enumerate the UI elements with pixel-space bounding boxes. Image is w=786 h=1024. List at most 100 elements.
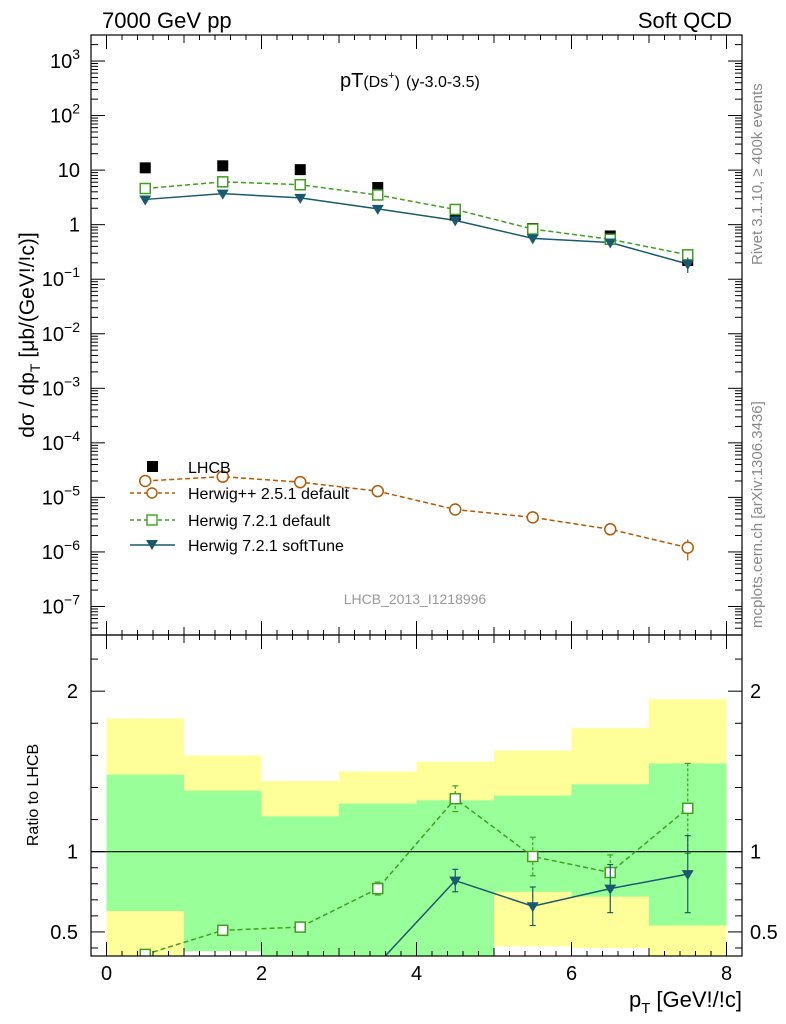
herwig721-point: [217, 176, 229, 188]
herwigpp-point: [449, 503, 462, 516]
ratio-series-clip-group: [139, 762, 694, 986]
ratio-band-inner: [106, 774, 184, 912]
ratio-herwig721-line: [145, 797, 689, 956]
legend-label-lhcb: LHCB: [188, 460, 231, 477]
herwig721-line: [145, 181, 688, 256]
ratio-y-tick-label-left: 2: [67, 681, 78, 703]
herwigpp-point: [216, 470, 229, 483]
legend: LHCB Herwig++ 2.5.1 default Herwig 7.2.1…: [130, 460, 350, 555]
herwig721-point: [139, 182, 151, 195]
legend-marker-herwigpp: [146, 487, 158, 499]
ratio-herwig721-point: [682, 802, 694, 815]
x-tick-label: 4: [411, 963, 422, 985]
herwigpp-point: [604, 523, 617, 536]
softtune-point: [216, 189, 229, 200]
softtune-point: [681, 260, 694, 271]
lhcb-data-point: [217, 160, 229, 172]
ratio-softtune-point: [526, 902, 539, 913]
main-ticks: [91, 34, 742, 636]
ratio-y-tick-label-left: 1: [67, 842, 78, 864]
ratio-band-inner: [184, 790, 262, 952]
ratio-bands: [91, 699, 742, 956]
main-y-tick-label: 10−3: [42, 373, 80, 400]
main-y-tick-label: 10−7: [42, 591, 80, 618]
legend-marker-softtune: [146, 540, 158, 550]
ratio-softtune-point: [372, 960, 384, 970]
legend-label-herwig721: Herwig 7.2.1 default: [188, 513, 331, 530]
main-series: [139, 160, 694, 561]
x-tick-label: 2: [256, 963, 267, 985]
x-tick-label: 0: [101, 963, 112, 985]
legend-label-softtune: Herwig 7.2.1 softTune: [188, 538, 344, 555]
ratio-series: [139, 762, 694, 986]
main-y-axis-label-sub: T: [27, 363, 43, 372]
softtune-point: [526, 234, 539, 245]
legend-marker-herwig721: [146, 514, 158, 526]
ratio-herwig721-point: [527, 850, 539, 863]
analysis-label: LHCB_2013_I1218996: [344, 591, 487, 607]
ratio-herwig721-point: [294, 921, 306, 933]
x-tick-label: 8: [721, 963, 732, 985]
ratio-herwig721-point: [139, 948, 151, 956]
ratio-herwig721-point: [372, 882, 384, 895]
main-y-tick-label: 102: [50, 101, 80, 128]
main-y-axis-label: dσ / dpT [μb/(GeV!/!c)]: [16, 232, 43, 437]
plot-title-pt: pT: [340, 70, 363, 92]
main-y-axis-label-a: dσ / dp: [16, 372, 39, 438]
header-left: 7000 GeV pp: [102, 8, 232, 33]
plot-title: pT(Ds+) (y-3.0-3.5): [340, 70, 480, 92]
ratio-softtune-point: [449, 876, 462, 887]
main-y-tick-label: 10−2: [42, 319, 80, 346]
ratio-herwig721-point: [217, 924, 229, 937]
ratio-ticks: [91, 635, 742, 956]
header-right: Soft QCD: [638, 8, 732, 33]
ratio-herwig721-point: [449, 792, 461, 805]
ratio-softtune-point: [217, 963, 229, 973]
lhcb-data-point: [372, 182, 384, 194]
ratio-softtune-point: [604, 884, 617, 895]
lhcb-data-point: [139, 162, 151, 174]
ratio-band-inner: [339, 803, 417, 956]
herwigpp-line: [145, 475, 688, 549]
herwigpp-point: [139, 474, 152, 488]
ratio-y-tick-label-right: 0.5: [750, 922, 778, 944]
ratio-tick-labels: 0.5 0.5 1 1 2 2 0 2 4 6 8: [50, 681, 778, 985]
x-axis-label-p: p: [629, 987, 641, 1012]
side-text-rivet: Rivet 3.1.10, ≥ 400k events: [749, 83, 766, 265]
ratio-plot: 0.5 0.5 1 1 2 2 0 2 4 6 8 Ratio to LHCB: [25, 634, 778, 986]
ratio-y-tick-label-right: 2: [750, 681, 761, 703]
softtune-point: [604, 238, 617, 249]
legend-label-herwigpp: Herwig++ 2.5.1 default: [188, 486, 350, 503]
x-axis-label-sub: T: [641, 1000, 650, 1017]
main-y-tick-label: 10−4: [42, 428, 80, 455]
ratio-band-inner: [261, 816, 339, 956]
x-axis-label: pT [GeV!/!c]: [629, 987, 742, 1017]
herwig721-point: [449, 203, 461, 216]
softtune-line: [145, 192, 688, 265]
x-tick-label: 6: [566, 963, 577, 985]
herwig721-point: [527, 223, 539, 235]
herwigpp-point: [681, 541, 694, 554]
ratio-y-axis-label: Ratio to LHCB: [25, 744, 42, 846]
lhcb-data-point: [294, 164, 306, 176]
plot-title-charge: +: [388, 70, 394, 82]
herwigpp-point: [294, 475, 307, 489]
x-axis-label-unit: [GeV!/!c]: [656, 987, 742, 1012]
softtune-point: [139, 195, 152, 206]
softtune-point: [371, 204, 384, 215]
ratio-softtune-point: [139, 976, 151, 986]
legend-marker-lhcb: [147, 461, 158, 472]
main-y-tick-label: 10−1: [42, 264, 80, 291]
ratio-y-tick-label-left: 0.5: [50, 922, 78, 944]
main-y-axis-label-unit: [μb/(GeV!/!c)]: [16, 232, 39, 357]
main-y-tick-label: 10−6: [42, 537, 80, 564]
side-text-mcplots: mcplots.cern.ch [arXiv:1306.3436]: [749, 401, 766, 628]
main-y-tick-label: 103: [50, 46, 80, 73]
softtune-point: [449, 216, 462, 227]
plot-title-particle: (Ds: [363, 74, 388, 91]
main-y-tick-label: 10: [58, 160, 80, 182]
herwigpp-point: [371, 484, 384, 498]
herwigpp-point: [526, 511, 539, 524]
